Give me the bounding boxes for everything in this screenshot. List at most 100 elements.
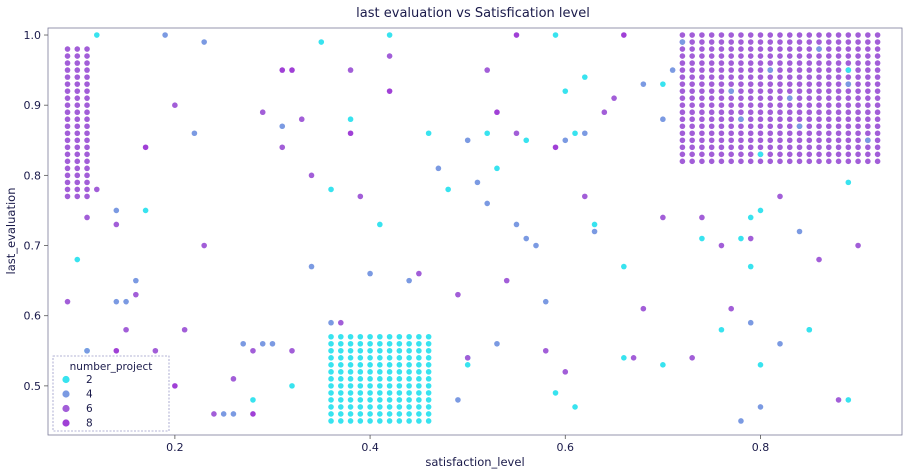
scatter-point-series-2 <box>386 32 393 38</box>
scatter-point-series-6 <box>708 116 715 123</box>
scatter-point-series-6 <box>806 67 813 73</box>
scatter-point-series-6 <box>874 60 881 66</box>
scatter-point-series-6 <box>679 46 686 52</box>
scatter-point-series-6 <box>865 158 871 165</box>
scatter-point-series-6 <box>865 39 871 45</box>
scatter-point-series-2 <box>338 397 344 403</box>
scatter-point-series-6 <box>757 109 764 116</box>
scatter-point-series-2 <box>328 362 334 368</box>
x-tick-label: 0.6 <box>557 441 575 454</box>
scatter-point-series-6 <box>679 109 686 116</box>
scatter-point-series-2 <box>396 355 403 361</box>
scatter-point-series-6 <box>708 32 715 38</box>
scatter-point-series-6 <box>777 53 783 59</box>
scatter-point-series-6 <box>835 67 842 73</box>
scatter-point-series-2 <box>357 347 364 354</box>
scatter-point-series-6 <box>84 130 90 137</box>
scatter-point-series-6 <box>728 144 734 151</box>
scatter-point-series-6 <box>806 88 813 94</box>
scatter-point-series-2 <box>357 362 364 368</box>
scatter-point-series-6 <box>84 158 90 165</box>
scatter-point-series-2 <box>357 404 364 410</box>
scatter-point-series-6 <box>738 95 744 101</box>
chart-title: last evaluation vs Satisfication level <box>356 6 590 21</box>
scatter-point-series-6 <box>835 81 842 87</box>
scatter-point-series-6 <box>845 151 852 158</box>
scatter-point-series-6 <box>874 116 881 123</box>
scatter-point-series-6 <box>806 109 813 116</box>
scatter-point-series-6 <box>679 130 686 137</box>
scatter-point-series-6 <box>786 102 793 108</box>
scatter-point-series-6 <box>806 123 813 130</box>
scatter-point-series-2 <box>142 207 149 214</box>
scatter-point-series-6 <box>855 242 861 249</box>
scatter-point-series-6 <box>874 88 881 94</box>
scatter-point-series-4 <box>113 298 120 305</box>
scatter-point-series-6 <box>747 123 754 130</box>
scatter-point-series-6 <box>718 137 725 144</box>
scatter-point-series-6 <box>728 53 734 59</box>
scatter-point-series-6 <box>728 102 734 108</box>
y-tick-label: 0.5 <box>24 380 42 393</box>
scatter-point-series-4 <box>455 397 461 403</box>
scatter-point-series-6 <box>747 53 754 59</box>
scatter-point-series-2 <box>386 397 393 403</box>
scatter-point-series-2 <box>406 347 412 354</box>
scatter-point-series-8 <box>552 144 559 151</box>
scatter-point-series-4 <box>738 116 744 123</box>
scatter-point-series-6 <box>835 74 842 80</box>
scatter-point-series-6 <box>767 158 774 165</box>
scatter-point-series-6 <box>767 32 774 38</box>
scatter-point-series-2 <box>621 263 627 270</box>
scatter-point-series-6 <box>699 116 705 123</box>
scatter-point-series-6 <box>747 116 754 123</box>
scatter-point-series-6 <box>728 39 734 45</box>
scatter-point-series-6 <box>874 123 881 130</box>
scatter-point-series-6 <box>845 109 852 116</box>
scatter-point-series-2 <box>396 362 403 368</box>
scatter-point-series-6 <box>874 95 881 101</box>
scatter-point-series-2 <box>377 404 383 410</box>
scatter-point-series-6 <box>835 88 842 94</box>
scatter-point-series-6 <box>84 186 90 193</box>
scatter-point-series-6 <box>757 46 764 52</box>
scatter-point-series-6 <box>689 95 695 101</box>
legend-items: 2 4 6 8 <box>62 374 93 430</box>
scatter-point-series-2 <box>738 235 744 242</box>
scatter-point-series-6 <box>845 60 852 66</box>
scatter-point-series-6 <box>835 116 842 123</box>
scatter-point-series-8 <box>494 109 500 116</box>
scatter-point-series-4 <box>269 340 276 347</box>
scatter-point-series-6 <box>708 53 715 59</box>
scatter-point-series-4 <box>747 319 754 326</box>
scatter-point-series-6 <box>826 130 832 137</box>
scatter-point-series-6 <box>84 60 90 66</box>
scatter-point-series-6 <box>718 88 725 94</box>
scatter-point-series-6 <box>786 116 793 123</box>
scatter-point-series-2 <box>377 362 383 368</box>
scatter-point-series-6 <box>718 158 725 165</box>
scatter-point-series-6 <box>757 116 764 123</box>
scatter-point-series-6 <box>865 74 871 80</box>
scatter-point-series-2 <box>406 333 412 340</box>
scatter-point-series-2 <box>464 362 471 368</box>
scatter-point-series-2 <box>367 404 373 410</box>
scatter-point-series-6 <box>718 81 725 87</box>
scatter-point-series-6 <box>806 81 813 87</box>
scatter-point-series-4 <box>230 411 237 417</box>
scatter-point-series-6 <box>172 102 178 108</box>
scatter-point-series-2 <box>328 397 334 403</box>
scatter-point-series-2 <box>357 411 364 417</box>
scatter-point-series-2 <box>406 390 412 396</box>
scatter-point-series-6 <box>747 81 754 87</box>
scatter-point-series-2 <box>562 88 569 94</box>
scatter-point-series-6 <box>689 355 695 361</box>
scatter-point-series-6 <box>708 88 715 94</box>
scatter-point-series-6 <box>835 60 842 66</box>
scatter-point-series-2 <box>406 418 412 424</box>
scatter-point-series-2 <box>396 404 403 410</box>
scatter-point-series-8 <box>347 130 354 137</box>
scatter-point-series-6 <box>689 102 695 108</box>
scatter-point-series-6 <box>816 130 822 137</box>
scatter-point-series-6 <box>230 376 237 382</box>
